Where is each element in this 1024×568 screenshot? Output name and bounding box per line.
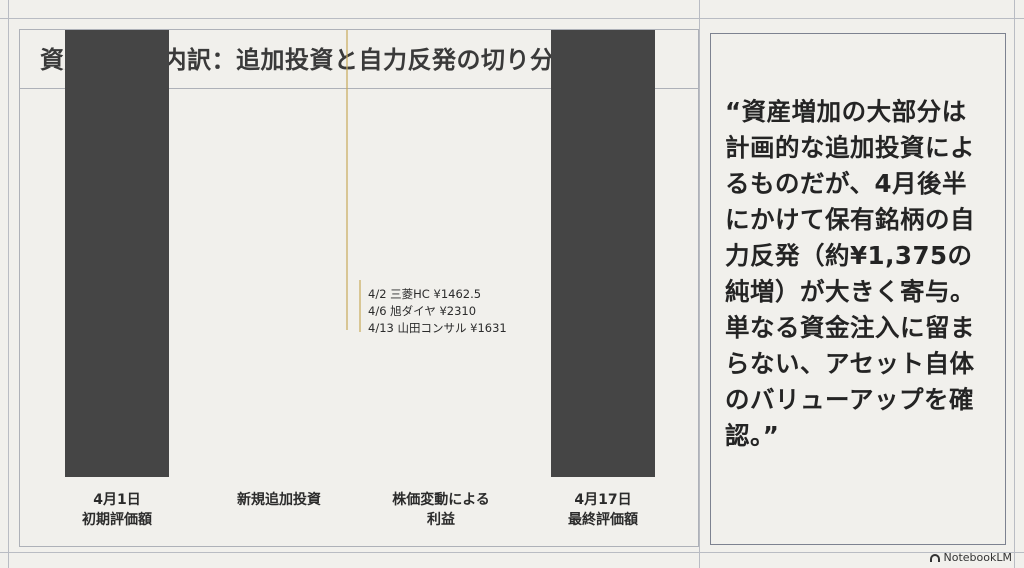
bar-4 xyxy=(551,30,655,477)
quote-text: “資産増加の大部分は計画的な追加投資によるものだが、4月後半にかけて保有銘柄の自… xyxy=(725,97,975,450)
grid-line xyxy=(0,18,1024,19)
grid-line xyxy=(8,0,9,568)
category-label: 株価変動による xyxy=(392,491,490,508)
watermark: NotebookLM xyxy=(929,551,1012,564)
category-label: 4月1日 xyxy=(93,492,140,508)
annotation-text: 4/13 山田コンサル ¥1631 xyxy=(368,321,507,335)
quote-panel: “資産増加の大部分は計画的な追加投資によるものだが、4月後半にかけて保有銘柄の自… xyxy=(710,33,1006,545)
watermark-label: NotebookLM xyxy=(943,551,1012,564)
chart-panel: 資産成長の内訳：追加投資と自力反発の切り分け ¥37,3164月1日初期評価額+… xyxy=(19,29,699,547)
annotation-text: 4/6 旭ダイヤ ¥2310 xyxy=(368,304,476,318)
category-label: 初期評価額 xyxy=(82,511,152,528)
category-label: 4月17日 xyxy=(574,492,631,508)
title-divider xyxy=(20,88,698,89)
notebooklm-logo-icon xyxy=(929,553,940,562)
grid-line xyxy=(1014,0,1015,568)
grid-line xyxy=(699,0,700,568)
category-label: 新規追加投資 xyxy=(237,491,321,508)
category-label: 利益 xyxy=(427,511,455,528)
bar-1 xyxy=(65,30,169,477)
waterfall-chart: ¥37,3164月1日初期評価額+¥5,403新規追加投資+¥1,375株価変動… xyxy=(65,30,655,528)
grid-line xyxy=(0,552,1024,553)
annotation-text: 4/2 三菱HC ¥1462.5 xyxy=(368,287,481,301)
category-label: 最終評価額 xyxy=(568,511,638,528)
